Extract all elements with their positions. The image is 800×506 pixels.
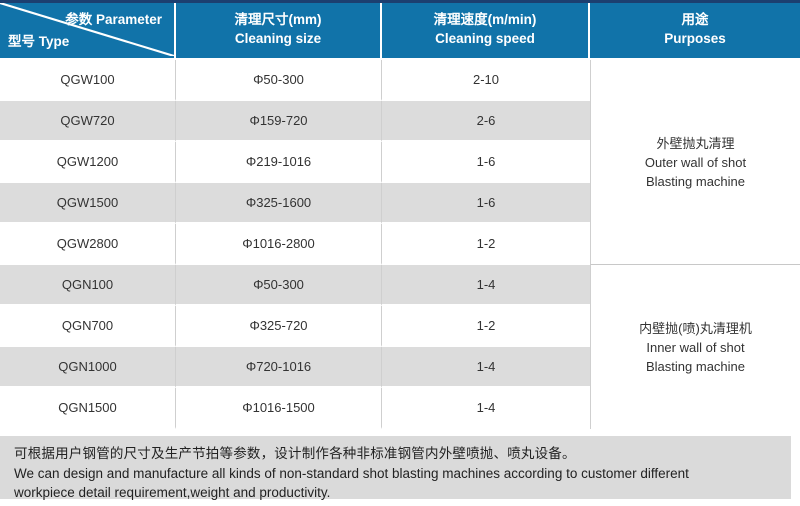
model-cell: QGN100 [0, 265, 176, 306]
model-cell: QGN700 [0, 306, 176, 347]
size-cell: Φ50-300 [176, 265, 382, 306]
size-cell: Φ1016-2800 [176, 224, 382, 265]
size-cell: Φ219-1016 [176, 142, 382, 183]
purpose-outer-zh: 外壁抛丸清理 [656, 135, 735, 151]
model-cell: QGW1500 [0, 183, 176, 224]
table-top-accent-bar [0, 0, 800, 3]
speed-cell: 1-6 [382, 142, 590, 183]
col-header-cleaning-speed-en: Cleaning speed [435, 31, 535, 46]
speed-cell: 2-10 [382, 60, 590, 101]
purpose-cell-outer-wall: 外壁抛丸清理 Outer wall of shot Blasting machi… [590, 60, 800, 265]
purpose-cell-inner-wall: 内壁抛(喷)丸清理机 Inner wall of shot Blasting m… [590, 265, 800, 429]
col-header-purposes-en: Purposes [664, 31, 726, 46]
speed-cell: 1-4 [382, 265, 590, 306]
footer-note-en-line1: We can design and manufacture all kinds … [14, 465, 689, 481]
model-cell: QGW100 [0, 60, 176, 101]
col-header-purposes: 用途 Purposes [590, 0, 800, 60]
size-cell: Φ159-720 [176, 101, 382, 142]
col-header-cleaning-size: 清理尺寸(mm) Cleaning size [176, 0, 382, 60]
col-header-cleaning-size-en: Cleaning size [234, 31, 322, 46]
size-cell: Φ720-1016 [176, 347, 382, 388]
col-header-cleaning-speed-zh: 清理速度(m/min) [433, 12, 537, 27]
speed-cell: 1-6 [382, 183, 590, 224]
corner-label-parameter: 参数 Parameter [65, 12, 162, 27]
speed-cell: 1-2 [382, 306, 590, 347]
col-header-cleaning-speed: 清理速度(m/min) Cleaning speed [382, 0, 590, 60]
size-cell: Φ325-1600 [176, 183, 382, 224]
speed-cell: 1-4 [382, 388, 590, 429]
model-cell: QGW720 [0, 101, 176, 142]
spec-table: 参数 Parameter 型号 Type 清理尺寸(mm) Cleaning s… [0, 0, 800, 429]
purpose-inner-en2: Blasting machine [646, 358, 745, 374]
purpose-inner-en1: Inner wall of shot [646, 339, 745, 355]
model-cell: QGW1200 [0, 142, 176, 183]
model-cell: QGW2800 [0, 224, 176, 265]
speed-cell: 1-4 [382, 347, 590, 388]
col-header-cleaning-size-zh: 清理尺寸(mm) [234, 12, 322, 27]
footer-note-en-line2: workpiece detail requirement,weight and … [14, 485, 331, 500]
corner-label-type: 型号 Type [8, 34, 70, 49]
footer-note: 可根据用户钢管的尺寸及生产节拍等参数，设计制作各种非标准钢管内外壁喷抛、喷丸设备… [0, 436, 791, 500]
size-cell: Φ325-720 [176, 306, 382, 347]
purpose-outer-en1: Outer wall of shot [644, 154, 747, 170]
size-cell: Φ50-300 [176, 60, 382, 101]
purpose-inner-zh: 内壁抛(喷)丸清理机 [639, 320, 752, 336]
model-cell: QGN1500 [0, 388, 176, 429]
size-cell: Φ1016-1500 [176, 388, 382, 429]
model-cell: QGN1000 [0, 347, 176, 388]
col-header-purposes-zh: 用途 [681, 12, 709, 27]
speed-cell: 1-2 [382, 224, 590, 265]
footer-note-zh: 可根据用户钢管的尺寸及生产节拍等参数，设计制作各种非标准钢管内外壁喷抛、喷丸设备… [14, 446, 576, 461]
purpose-outer-en2: Blasting machine [646, 173, 745, 189]
corner-header-cell: 参数 Parameter 型号 Type [0, 0, 176, 60]
diagonal-divider-line [0, 3, 174, 56]
speed-cell: 2-6 [382, 101, 590, 142]
